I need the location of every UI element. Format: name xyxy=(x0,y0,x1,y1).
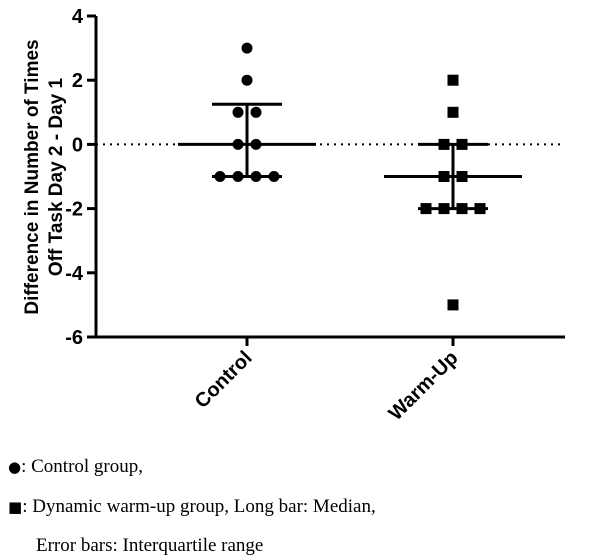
circle-marker-icon: ● xyxy=(8,458,22,476)
data-point xyxy=(447,106,459,118)
data-point xyxy=(250,171,262,182)
data-point xyxy=(241,74,253,86)
data-point xyxy=(420,203,432,215)
data-point xyxy=(232,138,244,150)
y-axis-label-line-1: Difference in Number of Times xyxy=(22,39,43,314)
x-axis: Control Warm-Up xyxy=(96,335,565,425)
series-warm-up xyxy=(384,74,522,311)
data-point xyxy=(447,299,459,311)
data-point xyxy=(456,171,468,182)
data-point xyxy=(474,203,486,215)
data-point xyxy=(232,106,244,118)
y-tick-label: -4 xyxy=(65,263,84,285)
y-axis-label-line-2: Off Task Day 2 - Day 1 xyxy=(46,77,67,276)
data-point xyxy=(250,138,262,150)
legend-text-warmup: : Dynamic warm-up group, Long bar: Media… xyxy=(22,496,376,517)
x-tick-label: Control xyxy=(191,347,257,413)
y-axis: 4 2 0 -2 -4 -6 xyxy=(65,6,98,349)
data-point xyxy=(241,42,253,54)
y-tick-label: -2 xyxy=(65,199,83,221)
data-point xyxy=(250,106,262,118)
data-point xyxy=(456,203,468,215)
y-tick-label: 4 xyxy=(72,6,84,28)
data-point xyxy=(438,171,450,182)
data-point xyxy=(232,171,244,182)
dot-plot-chart: 4 2 0 -2 -4 -6 Control Warm-Up Difference in N… xyxy=(22,6,565,425)
legend-line-warmup: ■: Dynamic warm-up group, Long bar: Medi… xyxy=(8,496,376,518)
legend-text-error-bars: Error bars: Interquartile range xyxy=(36,535,264,556)
square-marker-icon: ■ xyxy=(8,498,23,516)
data-point xyxy=(268,171,280,182)
data-point xyxy=(438,138,450,150)
legend-line-control: ●: Control group, xyxy=(8,456,143,478)
data-point xyxy=(438,203,450,215)
y-tick-label: 0 xyxy=(72,134,83,156)
data-point xyxy=(214,171,226,182)
legend-text-control: : Control group, xyxy=(21,456,144,477)
y-tick-label: -6 xyxy=(65,327,83,349)
series-control xyxy=(178,42,316,182)
x-tick-label: Warm-Up xyxy=(385,347,463,425)
series-marks xyxy=(178,42,522,311)
y-tick-label: 2 xyxy=(72,70,83,92)
data-point xyxy=(456,138,468,150)
data-point xyxy=(447,74,459,86)
legend-line-error-bars: Error bars: Interquartile range xyxy=(36,535,263,557)
